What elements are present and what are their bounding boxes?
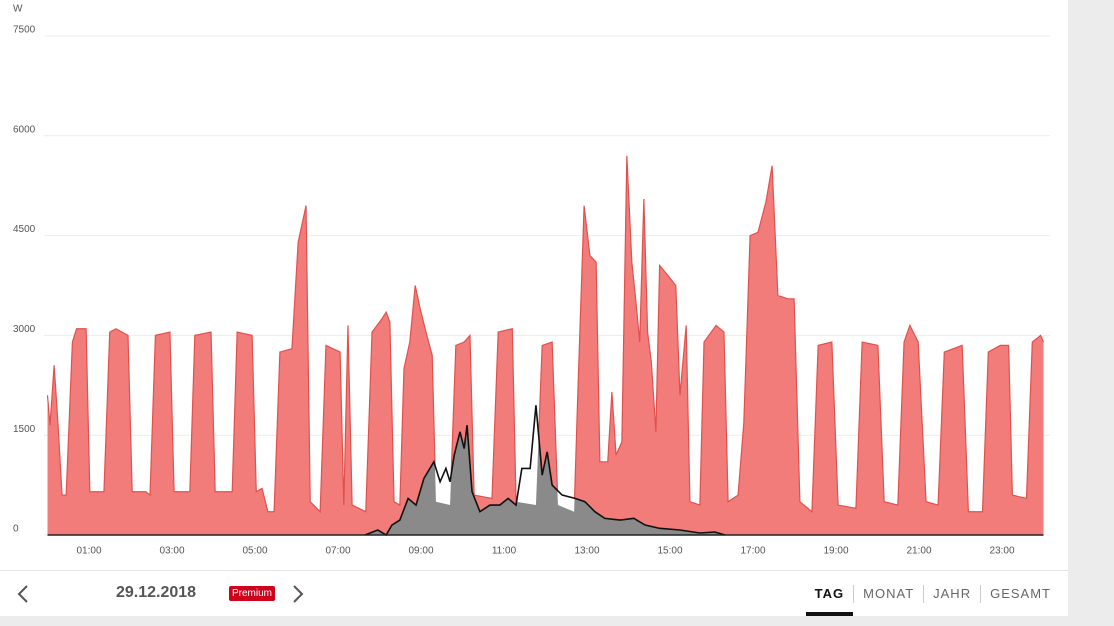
x-tick-label: 21:00 [906,546,931,557]
y-tick-label: 0 [13,524,19,535]
consumption-line [46,155,1045,514]
main-panel: W 0 1500 3000 4500 6000 7500 01:00 03:00 05:00 07… [0,0,1068,616]
tabs: TAG MONAT JAHR GESAMT [805,571,1060,616]
y-tick-label: 7500 [13,25,36,36]
tab[interactable]: TAG [805,585,854,616]
x-tick-label: 01:00 [76,546,101,557]
production-line [364,405,726,537]
tab[interactable]: GESAMT [980,584,1060,603]
self-consumption-area [364,405,726,535]
x-tick-label: 11:00 [492,546,517,557]
x-tick-label: 07:00 [325,546,350,557]
y-tick-label: 4500 [13,224,36,235]
x-tick-label: 17:00 [740,546,765,557]
y-unit-label: W [13,4,23,15]
y-tick-label: 3000 [13,324,36,335]
x-tick-label: 19:00 [823,546,848,557]
date: 29.12.2018 [116,584,197,601]
y-tick-label: 6000 [13,124,36,135]
x-tick-label: 09:00 [408,546,433,557]
x-tick-label: 03:00 [159,546,184,557]
chart: W 0 1500 3000 4500 6000 7500 01:00 03:00 05:00 07… [13,4,1050,557]
next-arrow[interactable] [287,583,309,605]
x-tick-label: 05:00 [242,546,267,557]
x-tick-label: 15:00 [657,546,682,557]
y-tick-label: 1500 [13,424,36,435]
x-tick-label: 13:00 [574,546,599,557]
tab[interactable]: MONAT [853,584,923,603]
x-tick-label: 23:00 [989,546,1014,557]
bottom-bar: 29.12.2018 Premium TAG MONAT JAHR GESAMT [0,570,1068,616]
tab[interactable]: JAHR [923,584,980,603]
prev-arrow[interactable] [13,583,35,605]
consumption-area [47,155,1044,535]
premium-badge[interactable]: Premium [229,586,276,601]
